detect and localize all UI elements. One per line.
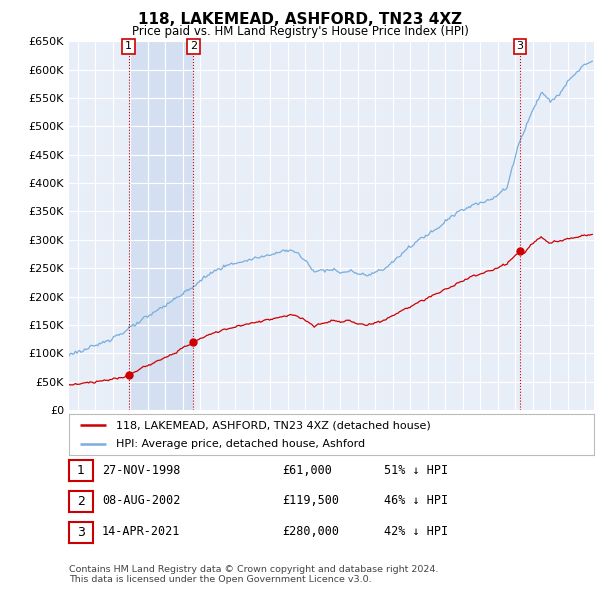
Text: HPI: Average price, detached house, Ashford: HPI: Average price, detached house, Ashf… (116, 440, 365, 450)
Text: 46% ↓ HPI: 46% ↓ HPI (384, 494, 448, 507)
Text: 42% ↓ HPI: 42% ↓ HPI (384, 525, 448, 538)
Text: 3: 3 (77, 526, 85, 539)
Bar (128, 41, 193, 410)
Text: 2: 2 (77, 495, 85, 508)
Text: 27-NOV-1998: 27-NOV-1998 (102, 464, 181, 477)
Text: 118, LAKEMEAD, ASHFORD, TN23 4XZ: 118, LAKEMEAD, ASHFORD, TN23 4XZ (138, 12, 462, 27)
Text: 08-AUG-2002: 08-AUG-2002 (102, 494, 181, 507)
Text: £61,000: £61,000 (282, 464, 332, 477)
Text: 118, LAKEMEAD, ASHFORD, TN23 4XZ (detached house): 118, LAKEMEAD, ASHFORD, TN23 4XZ (detach… (116, 420, 431, 430)
Text: 1: 1 (77, 464, 85, 477)
Text: £280,000: £280,000 (282, 525, 339, 538)
Text: Price paid vs. HM Land Registry's House Price Index (HPI): Price paid vs. HM Land Registry's House … (131, 25, 469, 38)
Text: 3: 3 (517, 41, 524, 51)
Text: 2: 2 (190, 41, 197, 51)
Text: 51% ↓ HPI: 51% ↓ HPI (384, 464, 448, 477)
Text: 14-APR-2021: 14-APR-2021 (102, 525, 181, 538)
Text: £119,500: £119,500 (282, 494, 339, 507)
Text: Contains HM Land Registry data © Crown copyright and database right 2024.
This d: Contains HM Land Registry data © Crown c… (69, 565, 439, 584)
Text: 1: 1 (125, 41, 132, 51)
